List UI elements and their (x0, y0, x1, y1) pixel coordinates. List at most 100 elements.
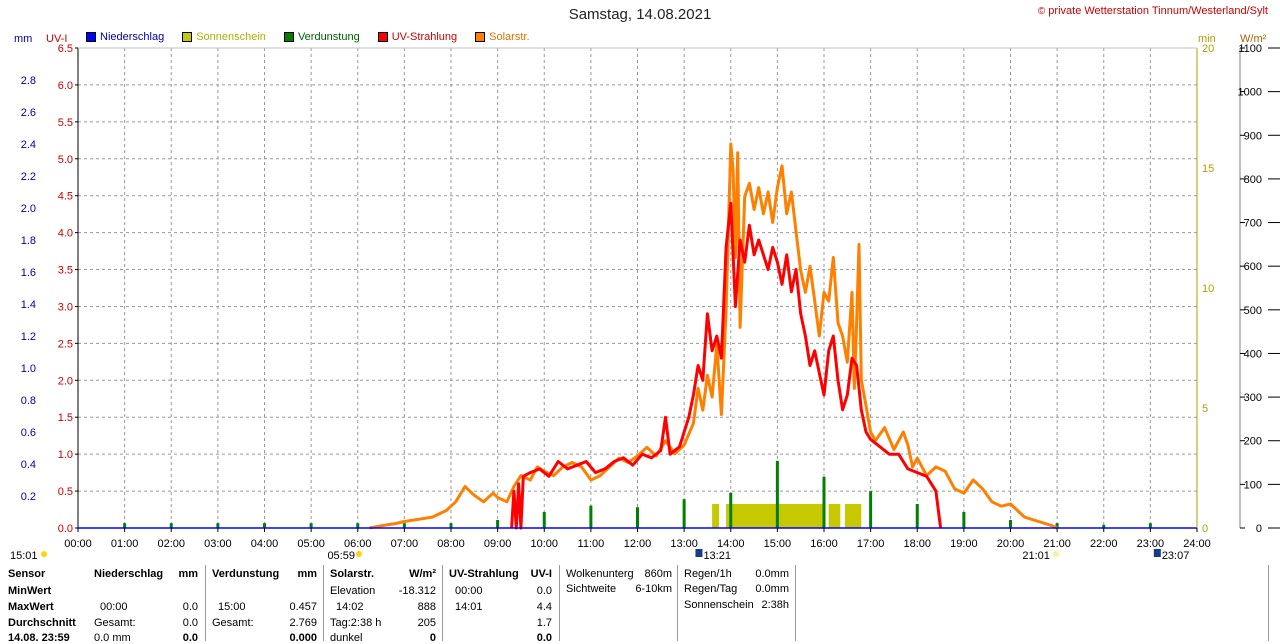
uv-unit: UV-I (530, 568, 552, 580)
sunshine-bar (828, 504, 841, 528)
x-tick-label: 18:00 (903, 538, 931, 550)
separator (205, 565, 206, 641)
label-durchschnitt: Durchschnitt (8, 617, 76, 629)
uv-tick-label: 1.0 (58, 449, 73, 461)
evaporation-bar (449, 523, 453, 528)
evaporation-bar (822, 476, 826, 528)
label-minwert: MinWert (8, 585, 52, 597)
wm2-tick-label: 100 (1244, 479, 1262, 491)
rain-day-label: Regen/Tag (684, 583, 738, 595)
sunshine-bar (726, 504, 824, 528)
evaporation-bar (123, 523, 127, 528)
evaporation-bar (402, 523, 406, 528)
evaporation-bar (216, 523, 220, 528)
wm2-tick-label: 500 (1244, 305, 1262, 317)
x-tick-label: 21:00 (1043, 538, 1071, 550)
separator (795, 565, 796, 641)
verdunstung-max-time: 15:00 (218, 601, 246, 613)
moonrise-label: 15:01 (10, 550, 38, 562)
x-tick-label: 17:00 (857, 538, 885, 550)
mm-tick-label: 1.6 (21, 267, 36, 279)
chart-lines (369, 142, 1058, 530)
legend-swatch (377, 32, 388, 42)
separator (559, 565, 560, 641)
evaporation-bar (682, 499, 686, 528)
x-tick-label: 15:00 (764, 538, 792, 550)
uv-tick-label: 6.0 (58, 80, 73, 92)
evaporation-bar (589, 505, 593, 528)
uv-tick-label: 5.0 (58, 154, 73, 166)
solar-max-time: 14:02 (336, 601, 364, 613)
solar-day-value: 205 (417, 617, 436, 629)
mm-tick-label: 0.2 (21, 491, 36, 503)
label-current-time: 14.08. 23:59 (8, 632, 70, 644)
axis-unit-wm2: W/m² (1240, 33, 1267, 45)
evaporation-bar (962, 512, 966, 528)
info-row-labels: Sensor MinWert MaxWert Durchschnitt 14.0… (8, 565, 88, 644)
x-tick-label: 06:00 (344, 538, 372, 550)
sunrise-label: 05:59 (327, 550, 355, 562)
wm2-tick-label: 400 (1244, 348, 1262, 360)
cloud-base-value: 860m (644, 568, 672, 580)
legend-label: Solarstr. (489, 31, 530, 43)
legend-label: Sonnenschein (196, 31, 266, 43)
legend-item-uv[interactable]: UV-Strahlung (377, 31, 457, 43)
uv-tick-label: 0.5 (58, 486, 73, 498)
uv-tick-label: 1.5 (58, 412, 73, 424)
wm2-tick-label: 1000 (1238, 87, 1262, 99)
solar-dark-label: dunkel (330, 632, 363, 644)
solar-series-line (369, 142, 1058, 530)
niederschlag-unit: mm (178, 568, 198, 580)
sunshine-value: 2:38h (761, 599, 789, 611)
rain-day-value: 0.0mm (755, 583, 789, 595)
legend-item-solar[interactable]: Solarstr. (475, 31, 530, 43)
sunshine-label: Sonnenschein (684, 599, 754, 611)
wm2-tick-label: 700 (1244, 218, 1262, 230)
info-verdunstung: Verdunstung mm 15:00 0.457 Gesamt: 2.769… (212, 565, 320, 644)
uv-min-time: 00:00 (455, 585, 483, 597)
x-tick-label: 22:00 (1090, 538, 1118, 550)
copyright-symbol: © (1037, 6, 1046, 17)
evaporation-bar (169, 523, 173, 528)
x-tick-label: 11:00 (578, 538, 605, 550)
uv-tick-label: 4.0 (58, 228, 73, 240)
x-tick-label: 20:00 (997, 538, 1025, 550)
uv-tick-label: 5.5 (58, 117, 73, 129)
rain-hour-label: Regen/1h (684, 568, 732, 580)
info-table: Sensor MinWert MaxWert Durchschnitt 14.0… (0, 565, 1280, 644)
legend-item-niederschlag[interactable]: Niederschlag (86, 31, 164, 43)
info-rain: Regen/1h 0.0mm Regen/Tag 0.0mm Sonnensch… (684, 565, 792, 641)
verdunstung-unit: mm (297, 568, 317, 580)
legend-swatch (182, 32, 193, 42)
info-clouds: Wolkenunterg 860m Sichtweite 6-10km (566, 565, 674, 641)
visibility-value: 6-10km (635, 583, 672, 595)
uv-min-value: 0.0 (536, 585, 552, 597)
uv-tick-label: 2.5 (58, 338, 73, 350)
verdunstung-header: Verdunstung (212, 568, 280, 580)
wm2-tick-label: 800 (1244, 174, 1262, 186)
solar-header: Solarstr. (330, 568, 375, 580)
station-credit[interactable]: © private Wetterstation Tinnum/Westerlan… (1038, 5, 1268, 17)
x-tick-label: 16:00 (810, 538, 838, 550)
solar-day-label: Tag:2:38 h (330, 617, 382, 629)
mm-tick-label: 0.6 (21, 427, 36, 439)
legend-item-sonnenschein[interactable]: Sonnenschein (182, 31, 266, 43)
x-tick-label: 07:00 (391, 538, 419, 550)
separator (1268, 565, 1269, 641)
x-tick-label: 10:00 (530, 538, 558, 550)
evaporation-bar (263, 523, 266, 528)
wm2-tick-label: 900 (1244, 130, 1262, 142)
weather-chart: 0.2 0.4 0.6 0.8 1.0 1.2 1.4 1.6 1.8 2.0 2.2 2.4 2.6 2… (10, 43, 1280, 562)
legend-label: Niederschlag (100, 31, 165, 43)
rain-hour-value: 0.0mm (755, 568, 789, 580)
separator (442, 565, 443, 641)
label-sensor: Sensor (8, 568, 46, 580)
uv-header: UV-Strahlung (449, 568, 519, 580)
visibility-label: Sichtweite (566, 583, 617, 595)
mm-tick-label: 2.6 (21, 107, 36, 119)
legend-item-verdunstung[interactable]: Verdunstung (283, 31, 360, 43)
evaporation-bar (775, 460, 779, 528)
niederschlag-max-value: 0.0 (182, 601, 198, 613)
uv-tick-label: 2.0 (58, 375, 73, 387)
info-solar: Solarstr. W/m² Elevation -18.312 14:02 8… (330, 565, 438, 644)
